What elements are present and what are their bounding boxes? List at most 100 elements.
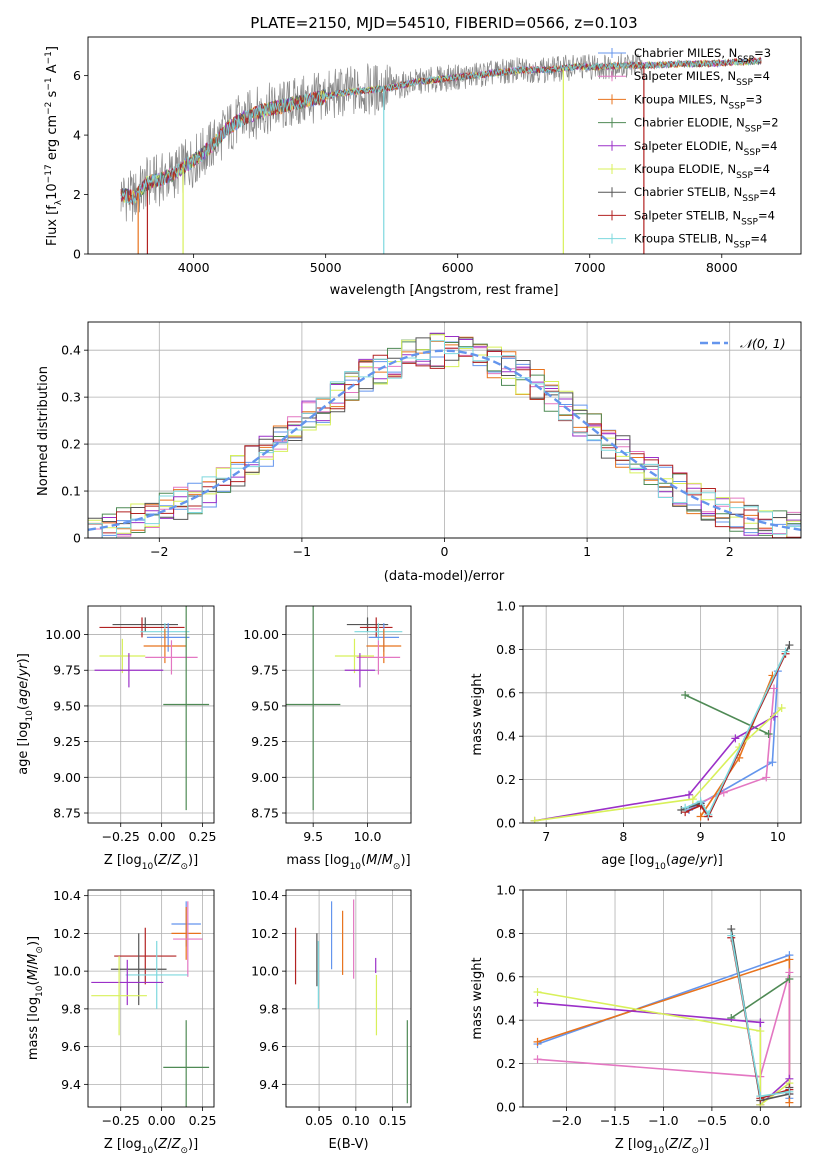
zweight-ylabel: mass weight <box>470 957 485 1039</box>
point-marker <box>533 1037 542 1046</box>
label-part: =3 <box>754 46 771 60</box>
point-marker <box>685 790 694 799</box>
y-tick-label: 1.0 <box>496 883 516 898</box>
point-marker <box>777 703 786 712</box>
x-tick-label: −0.25 <box>102 1113 140 1128</box>
y-tick-label: 0.1 <box>61 484 81 499</box>
massage-points <box>286 606 403 811</box>
x-tick-label: 4000 <box>178 260 210 275</box>
label-part: ( <box>16 705 31 710</box>
label-part: ⊙ <box>35 946 45 954</box>
observed-spectrum <box>120 53 643 222</box>
point-marker <box>756 1092 765 1101</box>
label-part: ( <box>664 1137 669 1152</box>
y-tick-label: 0.6 <box>496 685 516 700</box>
point-marker <box>781 647 790 656</box>
label-part: SSP <box>737 55 754 65</box>
label-part: λ <box>54 199 64 205</box>
point-marker <box>688 795 697 804</box>
label-part: SSP <box>741 217 758 227</box>
label-part: age [log <box>601 853 654 868</box>
point-marker <box>696 797 705 806</box>
y-tick-label: 10.4 <box>53 888 81 903</box>
spectrum-ylabel: Flux [fλ10−17 erg cm−2 s−1 A−1] <box>44 46 64 246</box>
label-part: Z <box>157 853 168 868</box>
label-part: =3 <box>745 92 762 106</box>
zmass-xlabel: Z [log10(Z/Z⊙)] <box>104 1137 198 1156</box>
label-part: M <box>26 969 41 980</box>
point-marker <box>785 974 794 983</box>
label-part: Salpeter ELODIE, N <box>634 139 744 153</box>
label-part: =2 <box>762 116 779 130</box>
zweight-xlabel: Z [log10(Z/Z⊙)] <box>615 1137 709 1156</box>
y-tick-label: 10.2 <box>53 926 81 941</box>
y-tick-label: 9.00 <box>251 770 279 785</box>
point-marker <box>530 816 539 823</box>
y-tick-label: 9.6 <box>259 1039 279 1054</box>
label-part: SSP <box>742 194 759 204</box>
x-tick-label: 8 <box>619 829 627 844</box>
zmass-points <box>91 901 210 1107</box>
label-part: M <box>382 853 393 868</box>
y-tick-label: 10.00 <box>243 627 279 642</box>
label-part: =4 <box>750 232 767 246</box>
ageweight-axes: 7 8 9 10 0.0 0.2 0.4 0.6 0.8 1.0 <box>496 599 801 844</box>
x-tick-label: 0.25 <box>189 1113 217 1128</box>
ebvmass-axes: 0.05 0.10 0.15 9.4 9.6 9.8 10.0 10.2 10.4 <box>251 888 411 1128</box>
axes-frame <box>285 889 412 1108</box>
label-part: 10 <box>654 862 666 872</box>
point-marker <box>677 805 686 814</box>
label-part: −1 <box>44 77 54 90</box>
label-part: / <box>695 853 700 868</box>
label-part: ( <box>666 853 671 868</box>
y-tick-label: 0.6 <box>496 969 516 984</box>
point-marker <box>533 987 542 996</box>
point-marker <box>756 1027 765 1036</box>
x-tick-label: 6000 <box>442 260 474 275</box>
label-part: Z [log <box>615 1137 653 1152</box>
y-tick-label: 9.8 <box>259 1001 279 1016</box>
y-tick-label: 0.8 <box>496 926 516 941</box>
label-part: 10 <box>25 710 35 722</box>
label-part: M <box>26 954 41 965</box>
y-tick-label: 9.50 <box>53 698 81 713</box>
label-part: SSP <box>736 171 753 181</box>
label-part: / <box>167 853 172 868</box>
y-tick-label: 0.4 <box>496 1013 516 1028</box>
normal-curve <box>88 349 801 531</box>
label-part: SSP <box>736 78 753 88</box>
label-part: / <box>377 853 382 868</box>
y-tick-label: 0 <box>73 531 81 546</box>
label-part: Z <box>682 1137 693 1152</box>
x-tick-label: 0.0 <box>750 1113 770 1128</box>
point-marker <box>756 1018 765 1027</box>
massage-xlabel: mass [log10(M/M⊙)] <box>286 853 410 872</box>
label-part: 10 <box>350 862 362 872</box>
label-part: 10 <box>142 1146 154 1156</box>
point-marker <box>719 788 728 797</box>
label-part: age <box>16 681 31 705</box>
point-marker <box>731 734 740 743</box>
x-tick-label: −0.5 <box>697 1113 727 1128</box>
label-part: E(B-V) <box>328 1137 368 1152</box>
y-tick-label: 0.0 <box>496 1100 516 1115</box>
axes-frame <box>87 889 215 1108</box>
label-part: ( <box>361 853 366 868</box>
series-salp_elodie <box>534 716 775 822</box>
y-tick-label: 0.2 <box>496 1056 516 1071</box>
label-part: ( <box>153 853 158 868</box>
label-part: Salpeter STELIB, N <box>634 208 741 222</box>
label-part: Flux [f <box>45 205 60 246</box>
label-part: Kroupa ELODIE, N <box>634 162 736 176</box>
axes-frame <box>87 36 802 255</box>
hist-krou_stelib <box>88 340 801 538</box>
x-tick-label: 10.0 <box>354 829 382 844</box>
series-krou_miles <box>699 675 774 817</box>
point-marker <box>785 641 794 650</box>
label-part: yr <box>699 853 715 868</box>
y-tick-label: 9.4 <box>61 1077 81 1092</box>
label-part: M <box>366 853 377 868</box>
y-tick-label: 4 <box>73 128 81 143</box>
label-part: ⊙ <box>691 1146 699 1156</box>
label-part: 10 <box>35 985 45 997</box>
